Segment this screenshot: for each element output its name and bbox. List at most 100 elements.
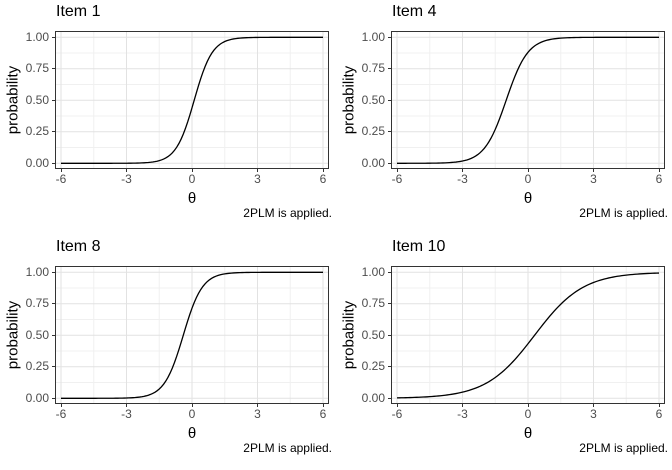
y-tick-mark: [388, 397, 391, 399]
chart-title: Item 1: [56, 3, 101, 20]
x-tick-mark: [60, 404, 62, 407]
x-tick-mark: [527, 404, 529, 407]
y-tick-label: 1.00: [25, 29, 49, 44]
chart-title: Item 8: [56, 238, 101, 255]
x-axis-title: θ: [187, 190, 197, 207]
model-caption: 2PLM is applied.: [579, 441, 668, 455]
x-tick-mark: [593, 169, 594, 172]
x-tick-label: -3: [457, 407, 468, 421]
x-axis-title: θ: [187, 425, 197, 442]
x-tick-mark: [322, 404, 324, 407]
model-caption: 2PLM is applied.: [579, 206, 668, 220]
x-tick-label: -6: [391, 407, 403, 421]
y-tick-label: 1.00: [25, 264, 49, 279]
icc-curve: [61, 36, 323, 164]
y-tick-mark: [52, 68, 55, 70]
plot-area: [55, 31, 329, 169]
x-axis-title: θ: [523, 190, 533, 207]
x-tick-label: 3: [254, 172, 261, 186]
icc-curve-plot: [56, 267, 328, 403]
icc-curve: [61, 271, 323, 399]
icc-curve: [397, 36, 659, 164]
chart-title: Item 4: [392, 3, 437, 20]
x-tick-label: 0: [188, 407, 196, 421]
chart-panel-item-4: Item 4 probability θ 2PLM is applied. -6…: [336, 0, 672, 235]
y-tick-label: 0.00: [361, 155, 385, 170]
x-tick-mark: [593, 404, 594, 407]
y-tick-mark: [52, 303, 55, 305]
chart-panel-item-1: Item 1 probability θ 2PLM is applied. -6…: [0, 0, 336, 235]
x-tick-label: 0: [524, 172, 532, 186]
y-tick-mark: [52, 397, 55, 399]
x-tick-mark: [257, 169, 258, 172]
y-tick-label: 0.25: [361, 359, 385, 374]
model-caption: 2PLM is applied.: [243, 441, 332, 455]
y-tick-label: 0.75: [25, 61, 49, 76]
y-tick-label: 0.75: [361, 296, 385, 311]
y-tick-mark: [388, 334, 391, 336]
icc-curve-plot: [392, 267, 664, 403]
x-axis-title: θ: [523, 425, 533, 442]
y-tick-mark: [52, 366, 55, 368]
y-tick-label: 1.00: [361, 29, 385, 44]
plot-area: [391, 266, 665, 404]
y-tick-mark: [388, 36, 391, 38]
x-tick-label: -6: [391, 172, 403, 186]
y-tick-label: 0.50: [361, 92, 385, 107]
y-tick-mark: [388, 162, 391, 164]
y-tick-label: 1.00: [361, 264, 385, 279]
x-tick-label: -6: [55, 407, 67, 421]
x-tick-mark: [396, 169, 398, 172]
icc-curve-plot: [56, 32, 328, 168]
x-tick-label: 3: [590, 172, 597, 186]
x-tick-mark: [396, 404, 398, 407]
x-tick-mark: [322, 169, 324, 172]
y-tick-mark: [52, 36, 55, 38]
model-caption: 2PLM is applied.: [243, 206, 332, 220]
x-tick-label: 0: [524, 407, 532, 421]
x-tick-mark: [126, 169, 127, 172]
y-tick-mark: [388, 271, 391, 273]
y-tick-mark: [52, 271, 55, 273]
y-tick-mark: [388, 99, 391, 101]
chart-title: Item 10: [392, 238, 446, 255]
x-tick-label: -3: [457, 172, 468, 186]
x-tick-mark: [60, 169, 62, 172]
x-tick-mark: [126, 404, 127, 407]
chart-panel-item-8: Item 8 probability θ 2PLM is applied. -6…: [0, 235, 336, 470]
plot-area: [55, 266, 329, 404]
x-tick-label: 3: [254, 407, 261, 421]
x-tick-label: 6: [319, 172, 327, 186]
x-tick-mark: [658, 169, 660, 172]
y-tick-mark: [52, 162, 55, 164]
x-tick-mark: [191, 404, 193, 407]
x-tick-mark: [191, 169, 193, 172]
y-tick-label: 0.25: [25, 124, 49, 139]
icc-curve-plot: [392, 32, 664, 168]
y-tick-label: 0.25: [25, 359, 49, 374]
x-tick-label: -3: [121, 407, 132, 421]
x-tick-label: -3: [121, 172, 132, 186]
y-tick-mark: [388, 68, 391, 70]
y-tick-label: 0.50: [25, 92, 49, 107]
y-tick-label: 0.50: [361, 327, 385, 342]
x-tick-label: 0: [188, 172, 196, 186]
x-tick-mark: [527, 169, 529, 172]
y-tick-label: 0.50: [25, 327, 49, 342]
plot-area: [391, 31, 665, 169]
x-tick-mark: [658, 404, 660, 407]
y-tick-mark: [388, 303, 391, 305]
chart-panel-item-10: Item 10 probability θ 2PLM is applied. -…: [336, 235, 672, 470]
y-tick-mark: [52, 99, 55, 101]
x-tick-label: 6: [655, 407, 663, 421]
y-tick-label: 0.00: [25, 155, 49, 170]
y-tick-label: 0.75: [25, 296, 49, 311]
x-tick-label: 3: [590, 407, 597, 421]
x-tick-label: -6: [55, 172, 67, 186]
y-tick-mark: [388, 131, 391, 133]
y-tick-label: 0.00: [25, 390, 49, 405]
y-tick-label: 0.75: [361, 61, 385, 76]
x-tick-mark: [462, 404, 463, 407]
x-tick-mark: [257, 404, 258, 407]
